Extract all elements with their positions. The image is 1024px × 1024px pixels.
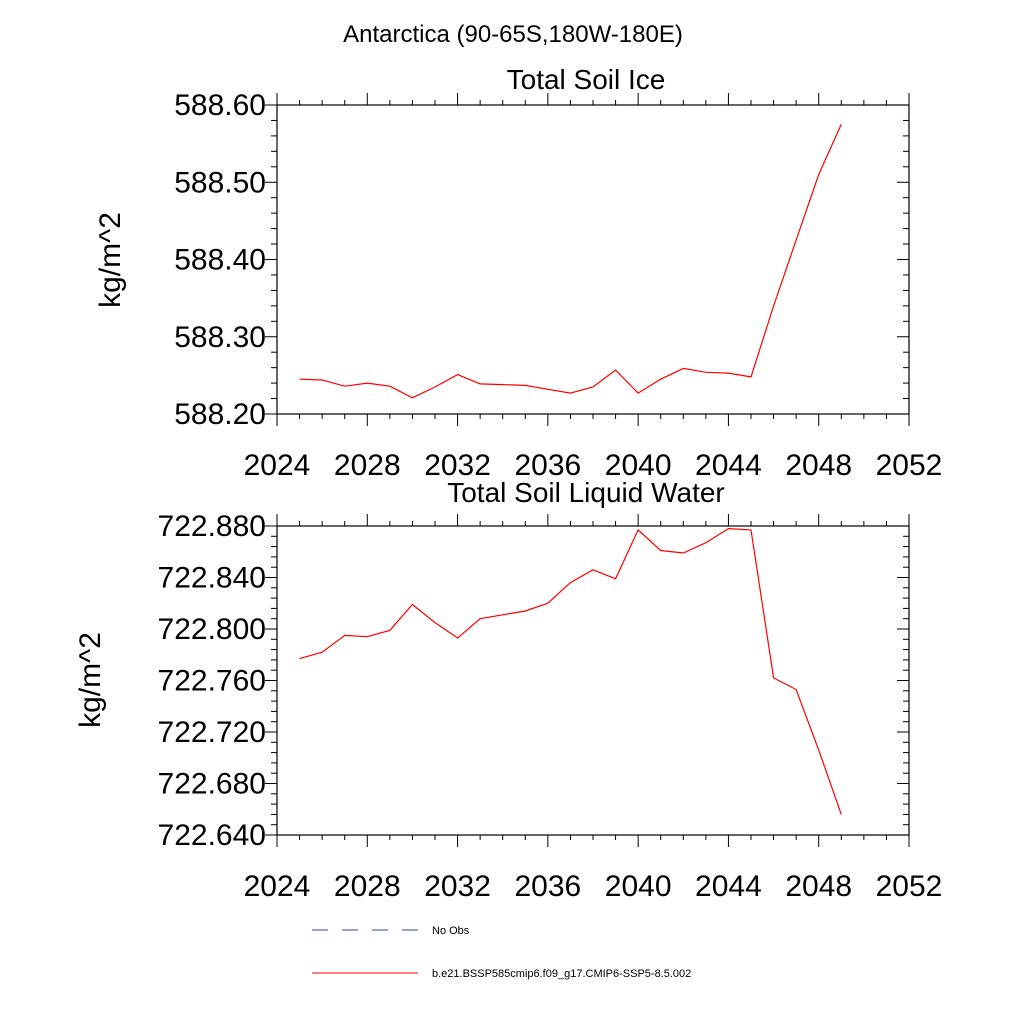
soil-ice-xtick-label: 2052 [876, 449, 943, 482]
soil-ice-xtick-label: 2044 [695, 449, 762, 482]
soil-ice-xtick-label: 2024 [244, 449, 311, 482]
soil-liquid-ticks: 2024 2028 2032 2036 2040 2044 2048 2052 722.640 7… [158, 510, 943, 903]
legend-obs-label: No Obs [432, 925, 470, 937]
soil-liquid-xtick-label: 2044 [695, 870, 762, 903]
soil-ice-ytick-label: 588.20 [174, 398, 266, 431]
soil-ice-xtick-label: 2028 [334, 449, 401, 482]
soil-ice-title: Total Soil Ice [507, 64, 666, 95]
soil-liquid-xtick-label: 2052 [876, 870, 943, 903]
soil-liquid-ytick-label: 722.760 [158, 665, 266, 698]
soil-ice-ytick-label: 588.50 [174, 166, 266, 199]
soil-liquid-xtick-label: 2040 [605, 870, 672, 903]
figure-title: Antarctica (90-65S,180W-180E) [343, 21, 683, 48]
soil-liquid-ytick-label: 722.680 [158, 768, 266, 801]
soil-ice-ylabel: kg/m^2 [94, 212, 127, 308]
soil-ice-xtick-label: 2036 [514, 449, 581, 482]
soil-liquid-ytick-label: 722.840 [158, 562, 266, 595]
soil-ice-panel: Total Soil Ice kg/m^2 2024 2028 2032 2036 20… [94, 64, 942, 482]
soil-liquid-panel: Total Soil Liquid Water kg/m^2 2024 2028 2… [74, 477, 942, 903]
soil-ice-ticks: 2024 2028 2032 2036 2040 2044 2048 2052 588.20 58… [174, 89, 942, 482]
legend: No Obs b.e21.BSSP585cmip6.f09_g17.CMIP6-… [312, 925, 691, 980]
soil-liquid-plot-frame [276, 525, 910, 836]
soil-ice-xtick-label: 2032 [424, 449, 491, 482]
soil-liquid-series-line [299, 527, 842, 815]
soil-ice-series-line [299, 124, 842, 399]
soil-ice-xtick-label: 2048 [785, 449, 852, 482]
soil-liquid-xtick-label: 2024 [244, 870, 311, 903]
soil-liquid-ytick-label: 722.800 [158, 613, 266, 646]
soil-ice-ytick-label: 588.30 [174, 321, 266, 354]
soil-liquid-series [299, 527, 842, 815]
soil-liquid-ytick-label: 722.720 [158, 716, 266, 749]
soil-ice-plot-frame [276, 104, 910, 415]
soil-ice-xtick-label: 2040 [605, 449, 672, 482]
soil-liquid-ylabel: kg/m^2 [74, 632, 107, 728]
soil-liquid-xtick-label: 2032 [424, 870, 491, 903]
soil-ice-series [299, 124, 842, 399]
soil-liquid-ytick-label: 722.880 [158, 510, 266, 543]
soil-liquid-title: Total Soil Liquid Water [447, 477, 725, 508]
soil-liquid-xtick-label: 2028 [334, 870, 401, 903]
soil-ice-ytick-label: 588.40 [174, 244, 266, 277]
soil-liquid-ytick-label: 722.640 [158, 819, 266, 852]
soil-liquid-xtick-label: 2048 [785, 870, 852, 903]
soil-liquid-xtick-label: 2036 [514, 870, 581, 903]
legend-model-label: b.e21.BSSP585cmip6.f09_g17.CMIP6-SSP5-8.… [432, 968, 691, 980]
soil-ice-ytick-label: 588.60 [174, 89, 266, 122]
